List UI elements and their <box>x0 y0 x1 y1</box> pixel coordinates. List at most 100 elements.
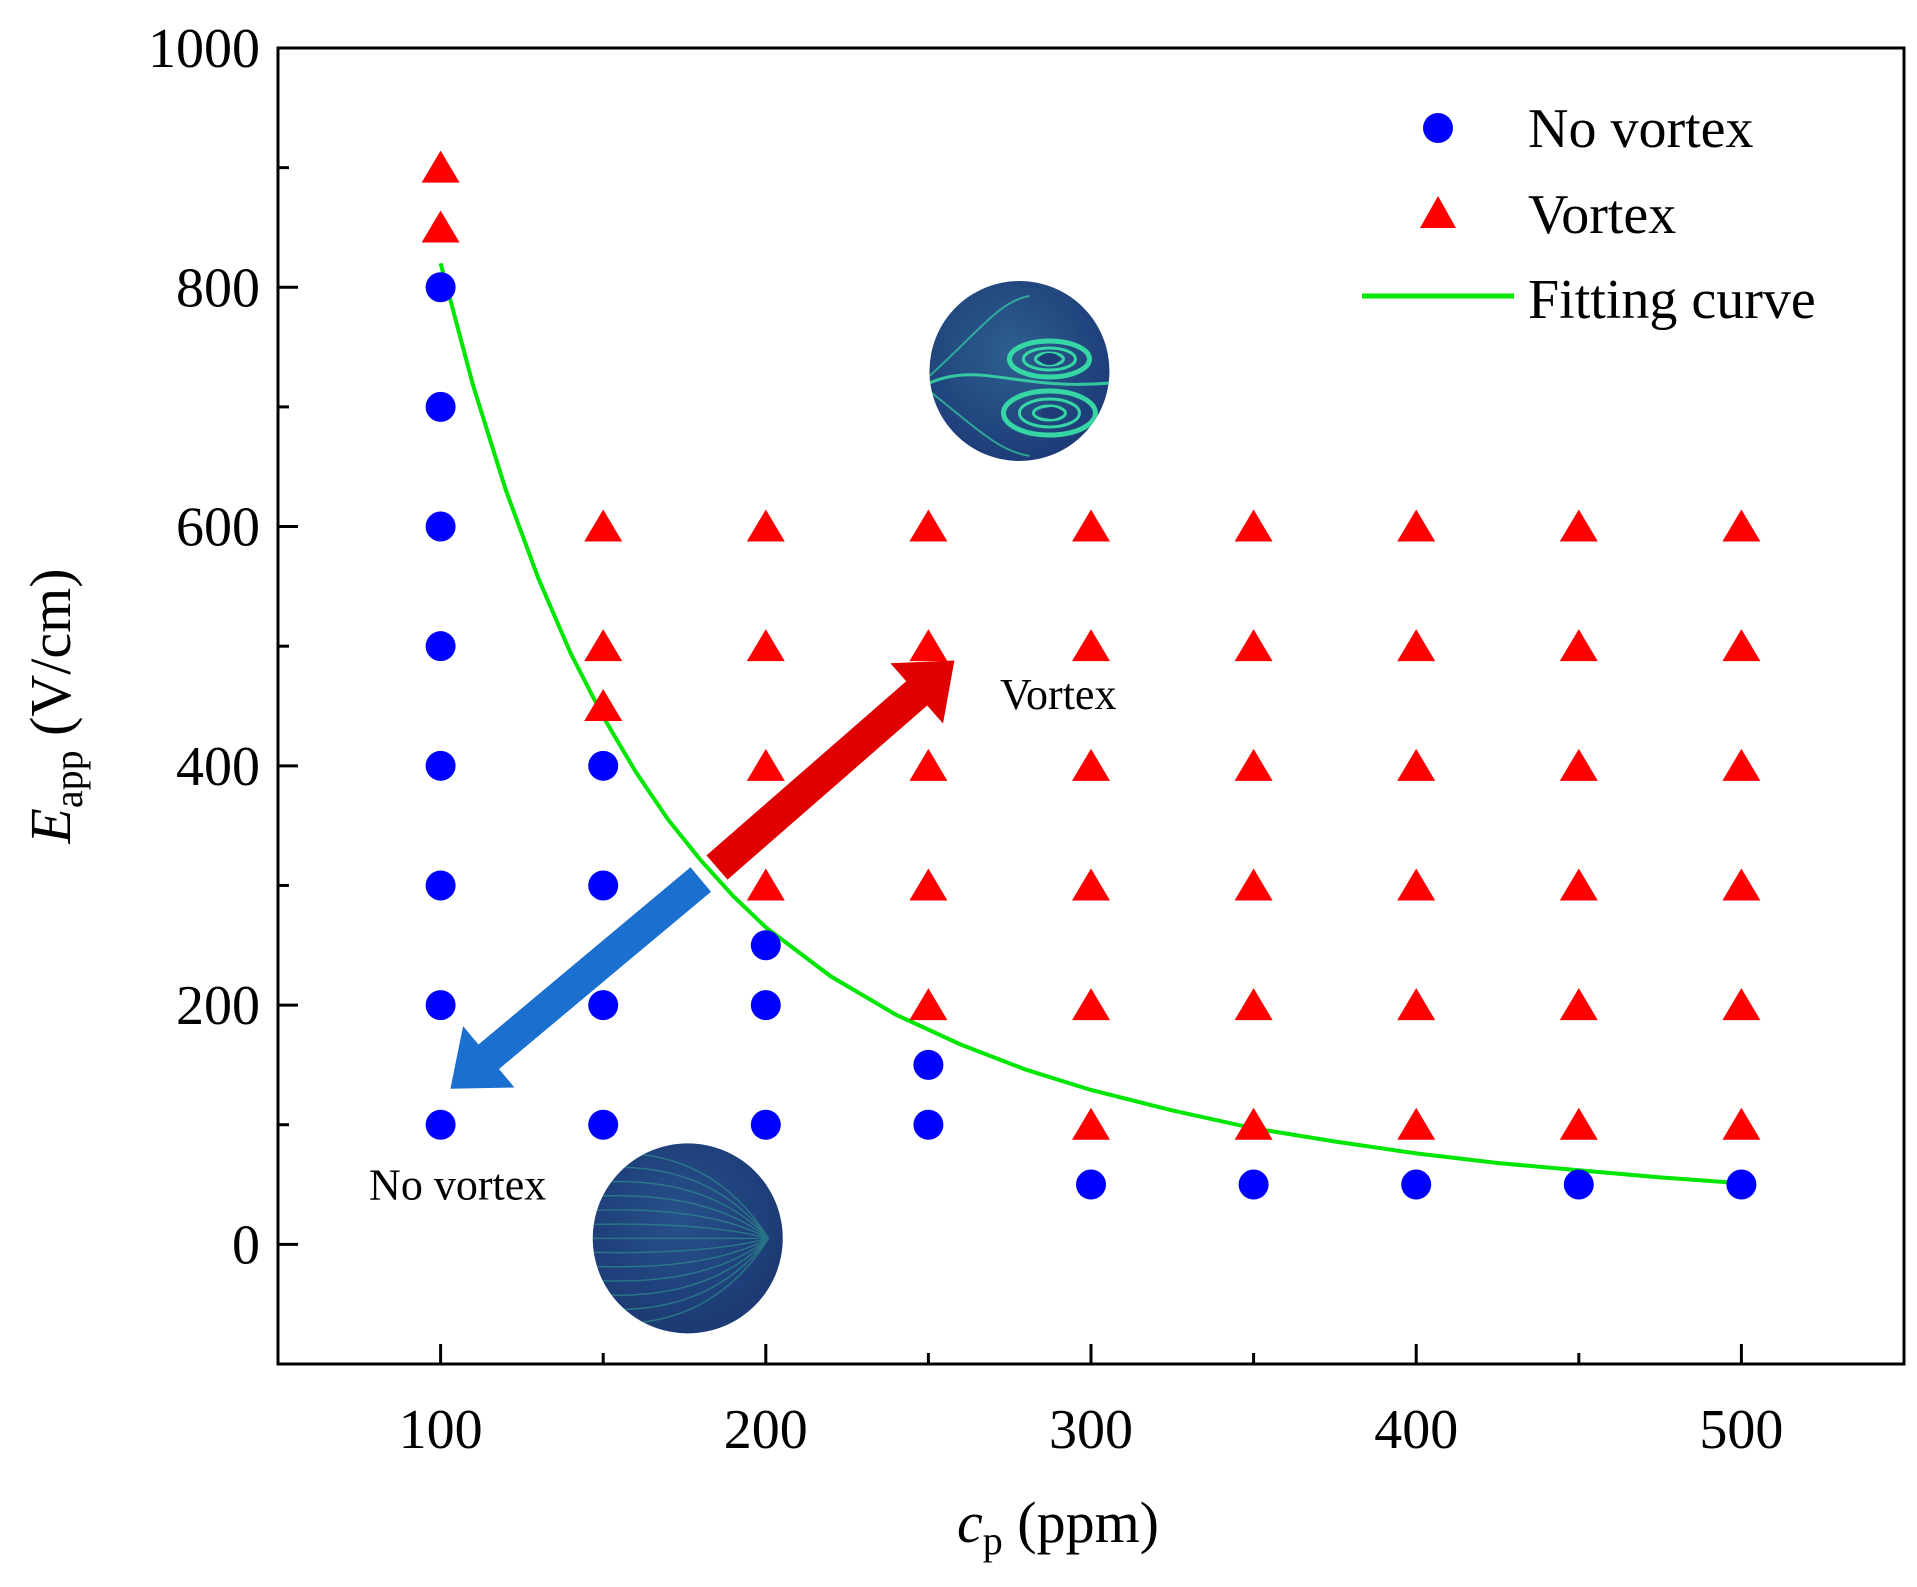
vortex-core <box>1041 407 1062 420</box>
no-vortex-point <box>425 511 456 542</box>
vortex-point <box>1072 748 1110 781</box>
vortex-point <box>1397 1107 1436 1140</box>
vortex-point <box>746 748 785 781</box>
y-tick-label: 400 <box>176 736 260 798</box>
x-axis-label: cp (ppm) <box>957 1490 1159 1563</box>
no-vortex-point <box>750 990 781 1021</box>
vortex-swirl <box>929 295 1110 458</box>
no-vortex-point <box>750 930 781 961</box>
fitting-curve-layer <box>438 262 1742 1186</box>
vortex-point <box>1722 509 1761 542</box>
y-tick-label: 600 <box>176 497 260 559</box>
vortex-loop <box>1006 338 1092 380</box>
no-vortex-point <box>425 631 456 662</box>
y-axis-var: E <box>18 808 83 844</box>
vortex-point <box>1722 868 1761 901</box>
vortex-point <box>1559 629 1598 662</box>
no-vortex-point <box>425 272 456 303</box>
annotation-vortex: Vortex <box>1000 670 1117 719</box>
vortex-point <box>1397 988 1436 1021</box>
vortex-streamline <box>929 390 1030 458</box>
no-vortex-inset <box>592 1143 783 1334</box>
vortex-point <box>1722 748 1761 781</box>
vortex-point <box>1559 1107 1598 1140</box>
no-vortex-streamline <box>592 1223 769 1240</box>
vortex-point <box>746 629 785 662</box>
vortex-point <box>584 689 623 721</box>
no-vortex-point <box>913 1109 944 1140</box>
vortex-point <box>421 210 460 243</box>
vortex-point <box>1397 629 1436 662</box>
vortex-point <box>909 629 948 662</box>
no-vortex-point <box>588 1109 619 1140</box>
vortex-point <box>1234 1107 1273 1140</box>
no-vortex-point <box>1401 1169 1432 1200</box>
legend-fit-label: Fitting curve <box>1528 269 1816 331</box>
vortex-point <box>1072 1107 1110 1140</box>
x-axis-unit: (ppm) <box>1003 1490 1159 1555</box>
tick-labels: 100 200 300 400 500 0 200 400 600 800 1000 <box>148 18 1783 1461</box>
no-vortex-streamline <box>592 1209 769 1240</box>
no-vortex-streamline <box>592 1237 769 1268</box>
vortex-point <box>909 509 948 542</box>
vortex-loop <box>1021 346 1077 372</box>
vortex-point <box>909 748 948 781</box>
axis-ticks <box>276 46 1906 1366</box>
y-tick-label: 1000 <box>148 18 260 80</box>
no-vortex-streamline <box>592 1180 770 1239</box>
y-axis-sub: app <box>46 750 91 808</box>
x-tick-label: 100 <box>399 1399 483 1461</box>
vortex-point <box>1559 748 1598 781</box>
vortex-direction-arrow <box>706 660 955 880</box>
vortex-point <box>1722 988 1761 1021</box>
no-vortex-streamline <box>592 1237 769 1254</box>
no-vortex-point <box>750 1109 781 1140</box>
no-vortex-point <box>588 990 619 1021</box>
x-axis-sub: p <box>983 1518 1003 1563</box>
vortex-point <box>1559 868 1598 901</box>
vortex-point <box>1072 868 1110 901</box>
x-tick-label: 300 <box>1049 1399 1133 1461</box>
vortex-point <box>1559 509 1598 542</box>
vortex-point <box>1722 1107 1761 1140</box>
no-vortex-streamline <box>592 1237 770 1296</box>
vortex-point <box>1234 748 1273 781</box>
insets-layer <box>592 281 1110 1334</box>
legend: No vortex Vortex Fitting curve <box>1362 98 1816 331</box>
y-tick-label: 0 <box>232 1214 260 1276</box>
vortex-loop <box>1017 397 1081 429</box>
legend-no-vortex-label: No vortex <box>1528 98 1754 160</box>
vortex-point <box>909 988 948 1021</box>
no-vortex-direction-arrow <box>450 867 711 1089</box>
fitting-curve <box>438 262 1742 1186</box>
no-vortex-point <box>425 391 456 422</box>
y-axis-unit: (V/cm) <box>18 568 83 750</box>
vortex-point <box>746 868 785 901</box>
x-tick-label: 500 <box>1699 1399 1783 1461</box>
no-vortex-point <box>588 870 619 901</box>
vortex-loop <box>1031 404 1067 422</box>
vortex-point <box>1234 509 1273 542</box>
vortex-point <box>1234 868 1273 901</box>
annotation-no-vortex: No vortex <box>369 1161 546 1210</box>
vortex-point <box>1234 629 1273 662</box>
x-tick-label: 200 <box>724 1399 808 1461</box>
no-vortex-point <box>425 1109 456 1140</box>
vortex-loop <box>1000 388 1098 438</box>
no-vortex-point <box>425 750 456 781</box>
no-vortex-point <box>588 750 619 781</box>
y-tick-label: 800 <box>176 257 260 319</box>
direction-arrows <box>450 660 955 1089</box>
vortex-inset <box>929 281 1110 462</box>
no-vortex-point <box>1238 1169 1269 1200</box>
vortex-point <box>909 868 948 901</box>
vortex-streamline <box>929 373 1110 386</box>
vortex-point <box>584 509 623 542</box>
vortex-point <box>1072 988 1110 1021</box>
no-vortex-point <box>913 1049 944 1080</box>
vortex-point <box>1397 509 1436 542</box>
legend-vortex-marker <box>1420 196 1456 228</box>
vortex-point <box>1559 988 1598 1021</box>
vortex-core <box>1039 353 1060 366</box>
